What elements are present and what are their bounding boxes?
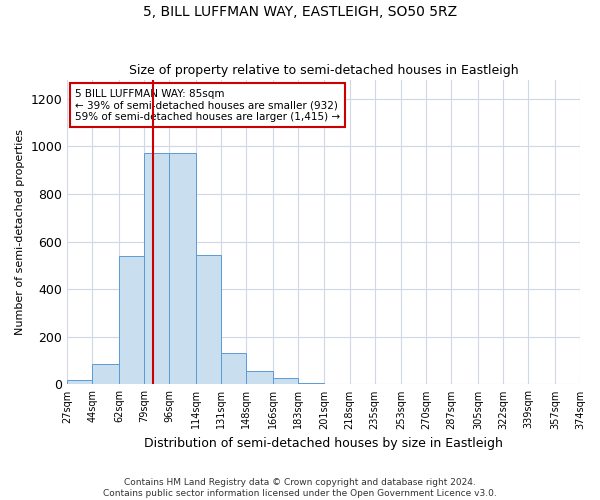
Bar — [67, 380, 92, 384]
Bar — [272, 378, 298, 384]
Bar — [119, 256, 144, 384]
Bar — [196, 254, 221, 384]
Bar — [246, 372, 272, 384]
Title: Size of property relative to semi-detached houses in Eastleigh: Size of property relative to semi-detach… — [129, 64, 518, 77]
Bar — [169, 154, 196, 384]
Bar — [92, 364, 119, 384]
Bar — [144, 154, 169, 384]
Text: Contains HM Land Registry data © Crown copyright and database right 2024.
Contai: Contains HM Land Registry data © Crown c… — [103, 478, 497, 498]
Text: 5, BILL LUFFMAN WAY, EASTLEIGH, SO50 5RZ: 5, BILL LUFFMAN WAY, EASTLEIGH, SO50 5RZ — [143, 5, 457, 19]
X-axis label: Distribution of semi-detached houses by size in Eastleigh: Distribution of semi-detached houses by … — [144, 437, 503, 450]
Y-axis label: Number of semi-detached properties: Number of semi-detached properties — [15, 129, 25, 335]
Text: 5 BILL LUFFMAN WAY: 85sqm
← 39% of semi-detached houses are smaller (932)
59% of: 5 BILL LUFFMAN WAY: 85sqm ← 39% of semi-… — [75, 88, 340, 122]
Bar — [221, 354, 246, 384]
Bar — [298, 383, 325, 384]
